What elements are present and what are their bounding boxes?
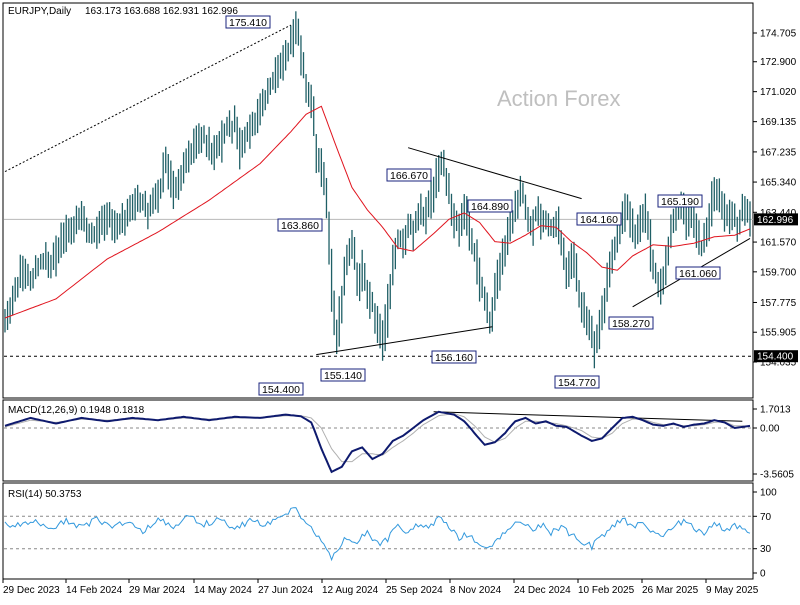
annotation-box bbox=[576, 212, 622, 226]
annotation-label: 175.410 bbox=[229, 17, 267, 29]
annotation-box bbox=[467, 199, 513, 213]
price-tick-label: 174.705 bbox=[760, 29, 797, 40]
annotation-label: 158.270 bbox=[612, 318, 650, 330]
price-annotation: 165.190 bbox=[657, 194, 703, 208]
price-tick-label: 161.570 bbox=[760, 238, 797, 249]
price-tick-label: 155.905 bbox=[760, 328, 797, 339]
support-price-tag bbox=[754, 350, 798, 363]
price-annotation: 163.860 bbox=[277, 218, 323, 232]
current-price-text: 162.996 bbox=[757, 215, 794, 226]
annotation-label: 154.400 bbox=[262, 384, 300, 396]
time-tick-label: 27 Jun 2024 bbox=[258, 585, 313, 596]
time-tick-label: 14 May 2024 bbox=[194, 585, 252, 596]
price-annotation: 175.410 bbox=[225, 15, 271, 29]
macd-tick-label: 0.00 bbox=[760, 424, 780, 435]
symbol-title: EURJPY,Daily bbox=[8, 6, 71, 17]
rsi-tick-label: 100 bbox=[760, 488, 777, 499]
annotation-label: 166.670 bbox=[390, 170, 428, 182]
annotation-label: 163.860 bbox=[281, 220, 319, 232]
rsi-tick-label: 0 bbox=[760, 569, 766, 580]
time-tick-label: 12 Aug 2024 bbox=[322, 585, 379, 596]
price-tick-label: 172.900 bbox=[760, 57, 797, 68]
price-tick-label: 157.775 bbox=[760, 298, 797, 309]
price-annotations: 175.410 163.860 154.400 155.140 166.670 164.8… bbox=[225, 15, 721, 396]
price-series bbox=[4, 11, 751, 422]
macd-panel-frame bbox=[2, 399, 754, 482]
macd-indicator: 1.7013 0.00 -3.5605 bbox=[4, 405, 794, 481]
time-tick-label: 10 Feb 2025 bbox=[578, 585, 635, 596]
rsi-indicator: 100 70 30 0 bbox=[4, 488, 777, 580]
time-axis: 29 Dec 2023 14 Feb 2024 29 Mar 2024 14 May … bbox=[2, 579, 759, 596]
annotation-box bbox=[675, 266, 721, 280]
price-annotation: 164.160 bbox=[576, 212, 622, 226]
macd-label: MACD(12,26,9) 0.1948 0.1818 bbox=[8, 405, 145, 416]
annotation-label: 164.890 bbox=[471, 201, 509, 213]
price-tick-label: 167.235 bbox=[760, 147, 797, 158]
annotation-label: 164.160 bbox=[580, 214, 618, 226]
annotation-box bbox=[258, 382, 304, 396]
rsi-label: RSI(14) 50.3753 bbox=[8, 489, 82, 500]
price-tick-label: 165.340 bbox=[760, 178, 797, 189]
watermark: Action Forex bbox=[497, 86, 621, 111]
price-annotation: 155.140 bbox=[320, 368, 366, 382]
price-annotation: 164.890 bbox=[467, 199, 513, 213]
price-tick-label: 154.035 bbox=[760, 358, 797, 369]
price-annotation: 158.270 bbox=[608, 316, 654, 330]
descending-resistance-trendline bbox=[407, 147, 582, 200]
dotted-trendline bbox=[4, 24, 291, 173]
price-tick-label: 171.020 bbox=[760, 87, 797, 98]
rsi-panel-frame bbox=[2, 482, 754, 580]
annotation-label: 155.140 bbox=[324, 370, 362, 382]
time-tick-label: 29 Mar 2024 bbox=[129, 585, 186, 596]
rsi-line bbox=[4, 507, 751, 562]
time-tick-label: 9 May 2025 bbox=[706, 585, 759, 596]
time-tick-label: 8 Nov 2024 bbox=[450, 585, 502, 596]
annotation-box bbox=[657, 194, 703, 208]
ohlc-readout: 163.173 163.688 162.931 162.996 bbox=[85, 6, 238, 17]
moving-average-line bbox=[4, 105, 751, 319]
annotation-label: 154.770 bbox=[558, 377, 596, 389]
price-tick-label: 163.440 bbox=[760, 208, 797, 219]
price-annotation: 166.670 bbox=[386, 168, 432, 182]
time-tick-label: 29 Dec 2023 bbox=[3, 585, 60, 596]
annotation-box bbox=[608, 316, 654, 330]
price-axis: 174.705 172.900 171.020 169.135 167.235 165.3… bbox=[4, 29, 798, 369]
time-tick-label: 14 Feb 2024 bbox=[66, 585, 123, 596]
price-annotation: 161.060 bbox=[675, 266, 721, 280]
macd-tick-label: 1.7013 bbox=[760, 405, 791, 416]
price-annotation: 156.160 bbox=[431, 350, 477, 364]
macd-trendline bbox=[433, 411, 743, 422]
price-annotation: 154.400 bbox=[258, 382, 304, 396]
ascending-support-trendline bbox=[316, 326, 493, 356]
price-panel-frame bbox=[2, 2, 754, 399]
annotation-box bbox=[320, 368, 366, 382]
rsi-tick-label: 30 bbox=[760, 544, 772, 555]
macd-tick-label: -3.5605 bbox=[760, 470, 794, 481]
price-tick-label: 159.700 bbox=[760, 267, 797, 278]
annotation-box bbox=[431, 350, 477, 364]
rsi-tick-label: 70 bbox=[760, 512, 772, 523]
support-price-text: 154.400 bbox=[757, 352, 794, 363]
time-tick-label: 24 Dec 2024 bbox=[514, 585, 571, 596]
annotation-label: 156.160 bbox=[435, 352, 473, 364]
annotation-box bbox=[554, 375, 600, 389]
price-tick-label: 169.135 bbox=[760, 117, 797, 128]
annotation-label: 161.060 bbox=[679, 268, 717, 280]
time-tick-label: 25 Sep 2024 bbox=[386, 585, 443, 596]
time-tick-label: 26 Mar 2025 bbox=[642, 585, 699, 596]
annotation-box bbox=[277, 218, 323, 232]
price-annotation: 154.770 bbox=[554, 375, 600, 389]
annotation-label: 165.190 bbox=[661, 196, 699, 208]
annotation-box bbox=[225, 15, 271, 29]
current-price-tag bbox=[754, 213, 798, 226]
annotation-box bbox=[386, 168, 432, 182]
macd-main-line bbox=[4, 410, 751, 474]
